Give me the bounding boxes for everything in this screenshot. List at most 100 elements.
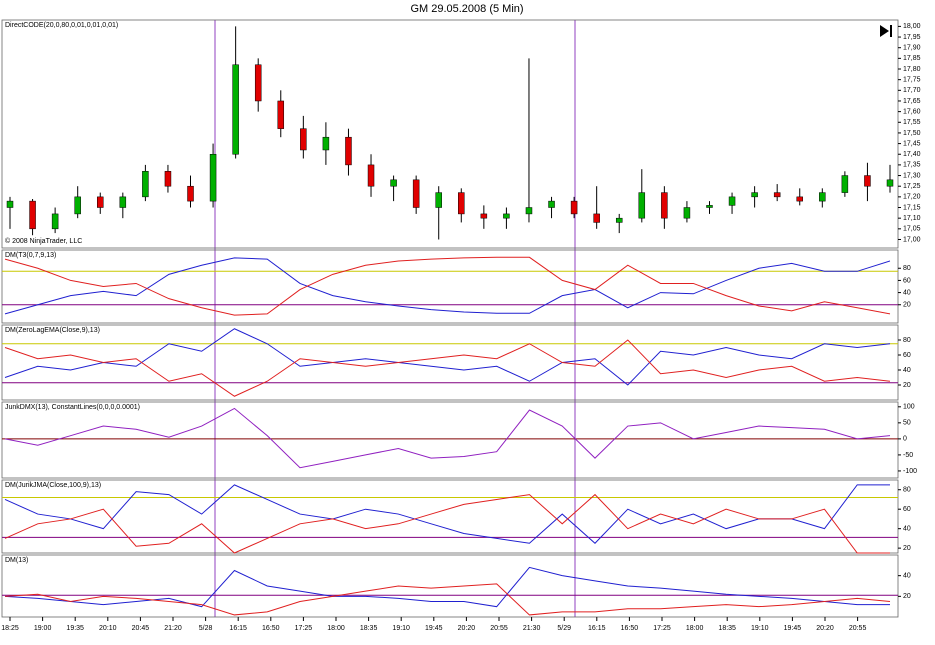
y-tick-label: 17,80 [903, 66, 921, 73]
candle-body [661, 192, 668, 219]
y-tick-label: 50 [903, 420, 911, 427]
x-tick-label: 5/28 [199, 625, 213, 632]
x-tick-label: 18:35 [718, 625, 736, 632]
y-tick-label: 80 [903, 487, 911, 494]
candle-body [209, 153, 217, 202]
x-tick-label: 20:55 [490, 625, 508, 632]
candle-body [300, 128, 307, 151]
candle-body [29, 200, 36, 230]
candle-body [254, 64, 262, 102]
candle-body [435, 192, 442, 208]
y-tick-label: 20 [903, 302, 911, 309]
x-tick-label: 18:25 [1, 625, 19, 632]
y-tick-label: 60 [903, 277, 911, 284]
y-tick-label: 80 [903, 337, 911, 344]
x-tick-label: 18:00 [686, 625, 704, 632]
y-tick-label: 17,05 [903, 226, 921, 233]
candle-body [570, 200, 578, 215]
y-tick-label: 100 [903, 404, 915, 411]
candle-body [796, 196, 803, 202]
x-tick-label: 19:00 [34, 625, 52, 632]
x-tick-label: 19:10 [392, 625, 410, 632]
candle-body [864, 175, 871, 187]
candle-body [773, 192, 781, 198]
candle-body [367, 164, 375, 187]
candle-body [345, 136, 352, 166]
candle-body [480, 213, 488, 219]
candle-body [322, 136, 330, 151]
panel-title: DM(JurikJMA(Close,100,9),13) [5, 482, 101, 489]
x-tick-label: 19:35 [66, 625, 84, 632]
x-tick-label: 21:20 [164, 625, 182, 632]
y-tick-label: 40 [903, 526, 911, 533]
x-tick-label: 17:25 [653, 625, 671, 632]
y-tick-label: 17,65 [903, 98, 921, 105]
candle-body [819, 192, 826, 202]
candle-body [886, 179, 894, 187]
panel-title: DM(13) [5, 557, 28, 564]
x-tick-label: 16:50 [621, 625, 639, 632]
play-end-icon[interactable] [880, 25, 892, 37]
x-tick-label: 20:20 [458, 625, 476, 632]
candle-body [97, 196, 104, 208]
y-tick-label: 17,55 [903, 119, 921, 126]
candle-body [683, 207, 691, 219]
candle-body [706, 205, 713, 208]
indicator-line [4, 328, 891, 386]
candle-body [638, 192, 646, 219]
y-tick-label: -50 [903, 452, 913, 459]
indicator-line [4, 493, 890, 554]
x-tick-label: 21:30 [523, 625, 541, 632]
indicator-line [4, 339, 891, 397]
y-tick-label: 17,50 [903, 130, 921, 137]
candle-body [503, 213, 510, 219]
y-tick-label: -100 [903, 468, 917, 475]
x-tick-label: 16:50 [262, 625, 280, 632]
panel-title: DirectCODE(20,0,80,0,01,0,01,0,01) [5, 22, 118, 29]
panel-frame [1, 479, 899, 554]
copyright: © 2008 NinjaTrader, LLC [5, 237, 82, 245]
panel-title: JunkDMX(13), ConstantLines(0,0,0,0.0001) [5, 404, 140, 411]
candle-body [164, 171, 172, 187]
y-tick-label: 20 [903, 545, 911, 552]
x-tick-label: 20:45 [132, 625, 150, 632]
candle-body [728, 196, 736, 206]
play-icon[interactable] [880, 25, 889, 37]
candle-body [74, 196, 81, 215]
end-bar-icon[interactable] [890, 25, 892, 37]
x-tick-label: 16:15 [229, 625, 247, 632]
chart-title: GM 29.05.2008 (5 Min) [410, 3, 523, 15]
candle-body [187, 185, 194, 202]
x-tick-label: 20:20 [816, 625, 834, 632]
x-tick-label: 20:10 [99, 625, 117, 632]
candle-body [593, 213, 600, 223]
y-tick-label: 60 [903, 352, 911, 359]
panel-frame [1, 324, 899, 401]
candle-body [277, 100, 285, 129]
y-tick-label: 60 [903, 506, 911, 513]
x-tick-label: 20:55 [849, 625, 867, 632]
panel-frame [1, 249, 899, 324]
x-tick-label: 19:10 [751, 625, 769, 632]
y-tick-label: 17,25 [903, 183, 921, 190]
y-tick-label: 17,00 [903, 236, 921, 243]
candle-body [232, 64, 239, 155]
y-tick-label: 40 [903, 573, 911, 580]
indicator-line [4, 583, 891, 616]
y-tick-label: 17,10 [903, 215, 921, 222]
panel-title: DM(T3(0,7,9,13) [5, 252, 56, 259]
panel-frame [1, 19, 899, 249]
candle-body [51, 213, 59, 230]
candle-body [751, 192, 758, 198]
x-tick-label: 16:15 [588, 625, 606, 632]
indicator-line [4, 257, 891, 315]
indicator-line [4, 484, 890, 544]
x-tick-label: 17:25 [295, 625, 313, 632]
y-tick-label: 17,85 [903, 55, 921, 62]
candle-body [390, 179, 397, 187]
x-tick-label: 18:00 [327, 625, 345, 632]
candle-body [6, 200, 14, 208]
y-tick-label: 80 [903, 265, 911, 272]
